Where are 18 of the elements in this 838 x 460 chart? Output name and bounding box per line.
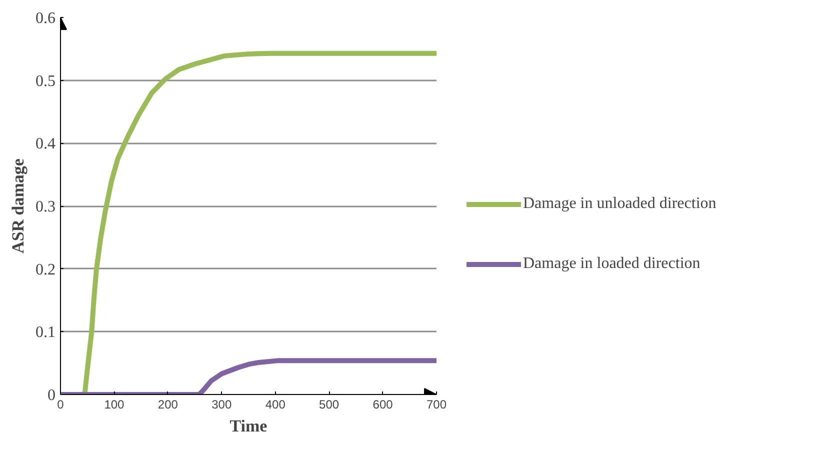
y-tick-label: 0.5 <box>36 72 56 90</box>
y-tick-label: 0.3 <box>36 198 56 216</box>
y-axis-title: ASR damage <box>8 158 28 254</box>
x-axis-title: Time <box>230 416 268 436</box>
x-tick-label: 600 <box>372 398 394 412</box>
x-tick-label: 200 <box>158 398 178 412</box>
x-tick-label: 300 <box>212 398 232 412</box>
x-tick-label: 100 <box>104 398 125 412</box>
x-tick-label: 0 <box>57 398 64 412</box>
legend-label: Damage in loaded direction <box>523 255 700 273</box>
legend-label: Damage in unloaded direction <box>523 195 716 213</box>
y-tick-label: 0.1 <box>36 324 56 342</box>
y-tick-label: 0.2 <box>36 261 56 278</box>
x-tick-label: 500 <box>319 398 340 412</box>
y-tick-label: 0.4 <box>36 136 56 153</box>
x-tick-label: 400 <box>265 398 286 412</box>
y-tick-label: 0.6 <box>36 10 56 27</box>
x-tick-label: 700 <box>426 398 447 412</box>
